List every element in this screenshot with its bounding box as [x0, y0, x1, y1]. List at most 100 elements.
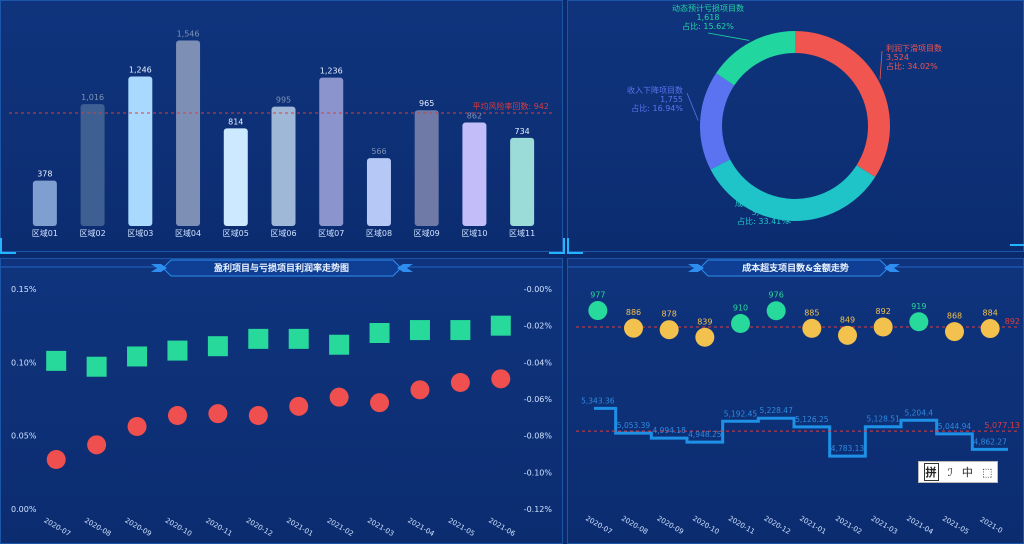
amount-label: 5,228.47 — [759, 406, 793, 415]
x-tick-label: 2021-04 — [406, 516, 436, 538]
panel-title: 成本超支项目数&金额走势 — [742, 264, 849, 274]
bar — [319, 77, 344, 227]
ime-pinyin-icon[interactable]: 拼 — [923, 463, 939, 481]
profit-point — [329, 334, 350, 355]
amount-label: 4,948.25 — [688, 430, 722, 439]
x-tick-label: 2020-09 — [656, 514, 685, 536]
bar — [510, 137, 535, 226]
slice-leader-line — [707, 32, 750, 41]
bar-value-label: 814 — [228, 117, 243, 126]
loss-point — [87, 435, 107, 455]
x-tick-label: 区域01 — [32, 228, 58, 238]
slice-pct-label: 占比: 16.94% — [631, 103, 683, 113]
profit-point — [288, 328, 309, 349]
slice-value-label: 1,755 — [660, 95, 683, 104]
bar — [414, 110, 439, 226]
bar — [128, 76, 153, 226]
loss-point — [127, 417, 147, 436]
amount-label: 5,204.4 — [905, 408, 934, 417]
corner-decoration — [1010, 230, 1024, 246]
right-axis-tick: -0.08% — [524, 432, 553, 441]
x-tick-label: 2021-01 — [798, 514, 827, 536]
bar-value-label: 734 — [514, 127, 529, 136]
count-bubble — [624, 318, 643, 338]
bar-value-label: 378 — [37, 170, 52, 179]
x-tick-label: 2021-03 — [366, 516, 395, 538]
loss-point — [248, 406, 268, 425]
amount-label: 5,192.45 — [724, 409, 758, 418]
profit-rate-chart: 0.15% 0.10% 0.05% 0.00% -0.00% -0.02% -0.04% -0… — [11, 285, 553, 538]
corner-decoration — [549, 238, 565, 254]
count-bubble — [838, 325, 857, 345]
ime-toolbar[interactable]: 拼 ℐ 中 ⬚ — [918, 461, 998, 483]
x-tick-label: 2021-01 — [285, 516, 314, 538]
x-tick-label: 区域05 — [223, 228, 249, 238]
count-label: 977 — [590, 291, 605, 300]
bar-value-label: 995 — [276, 96, 291, 105]
loss-point — [208, 404, 228, 424]
profit-point — [167, 340, 188, 361]
x-tick-label: 区域11 — [509, 228, 535, 238]
x-tick-label: 2021-02 — [834, 514, 863, 536]
count-bubble — [766, 301, 786, 321]
count-label: 839 — [697, 317, 712, 326]
slice-name-label: 动态预计亏损项目数 — [672, 3, 744, 13]
count-label: 892 — [876, 307, 891, 316]
amount-label: 5,044.94 — [938, 422, 972, 431]
amount-step-line — [594, 406, 1008, 458]
x-tick-label: 2021-05 — [941, 514, 970, 536]
left-axis-tick: 0.10% — [11, 358, 37, 367]
ime-mode-icon[interactable]: ℐ — [947, 465, 953, 479]
x-tick-label: 区域10 — [461, 228, 487, 238]
donut-slice — [710, 159, 876, 222]
slice-leader-line — [762, 201, 791, 224]
title-bar-decoration — [568, 259, 1023, 277]
count-bubble — [980, 319, 1000, 339]
slice-pct-label: 占比: 34.02% — [886, 61, 938, 71]
count-bubble — [659, 320, 679, 340]
count-label: 976 — [769, 291, 784, 300]
x-tick-label: 区域03 — [127, 228, 153, 238]
bar-chart: 378 区域01 1,016 区域02 1,246 区域03 1,546 区域04 814 区域0… — [9, 29, 554, 238]
right-axis-tick: -0.10% — [524, 468, 553, 477]
profit-rate-panel: 盈利项目与亏损项目利润率走势图 0.15% 0.10% 0.05% 0.00% -0.0… — [0, 258, 563, 544]
profit-point — [86, 356, 107, 377]
slice-pct-label: 占比: 33.41% — [737, 216, 789, 226]
ime-menu-icon[interactable]: ⬚ — [982, 465, 993, 479]
loss-point — [491, 369, 511, 389]
x-tick-label: 2021-06 — [487, 516, 517, 538]
count-label: 910 — [733, 304, 748, 313]
profit-point — [409, 320, 430, 341]
x-tick-label: 2021-05 — [447, 516, 476, 538]
slice-value-label: 3,524 — [886, 53, 909, 62]
ime-lang-icon[interactable]: 中 — [961, 466, 973, 479]
right-axis-tick: -0.04% — [524, 358, 553, 367]
loss-point — [329, 387, 349, 407]
x-tick-label: 2020-12 — [245, 516, 274, 538]
count-label: 885 — [804, 308, 819, 317]
x-tick-label: 区域06 — [270, 228, 296, 238]
profit-point — [127, 346, 148, 367]
count-bubble — [802, 318, 822, 338]
count-label: 868 — [947, 312, 962, 321]
x-tick-label: 2020-08 — [83, 516, 112, 538]
amount-label: 5,053.39 — [617, 421, 651, 430]
right-axis-tick: -0.00% — [524, 285, 553, 294]
left-axis-tick: 0.15% — [11, 285, 37, 294]
slice-name-label: 成本超支项目数 — [735, 198, 791, 208]
loss-point — [46, 450, 66, 469]
average-mark-label: 平均风险率回数: 942 — [472, 101, 549, 111]
bar-chart-panel: 378 区域01 1,016 区域02 1,246 区域03 1,546 区域04 814 区域0… — [0, 0, 563, 252]
x-tick-label: 2021-0 — [978, 516, 1003, 535]
bar-value-label: 1,016 — [81, 93, 104, 102]
x-tick-label: 2020-12 — [763, 514, 792, 536]
corner-decoration — [0, 238, 16, 254]
bar — [80, 104, 105, 226]
donut-slice — [795, 31, 891, 178]
x-tick-label: 2020-07 — [43, 516, 72, 538]
slice-leader-line — [879, 50, 883, 80]
left-axis-tick: 0.00% — [11, 505, 37, 514]
slice-value-label: 3,461 — [752, 208, 775, 217]
panel-title: 盈利项目与亏损项目利润率走势图 — [213, 264, 349, 274]
